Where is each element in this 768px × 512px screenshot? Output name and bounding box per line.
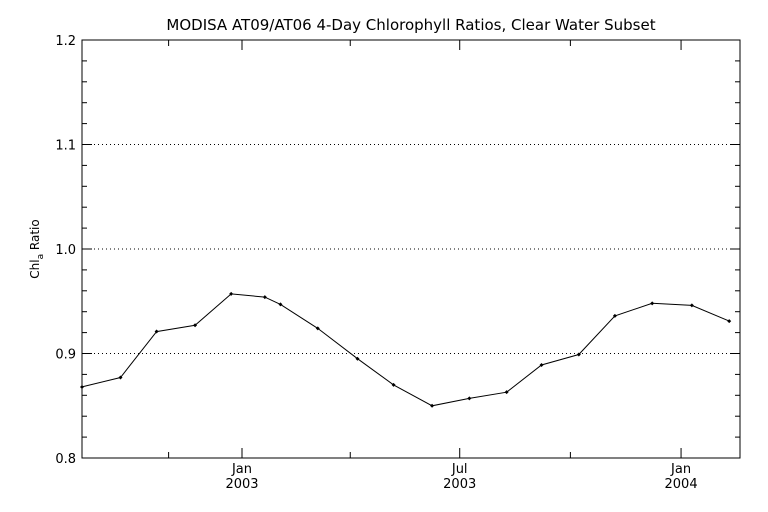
x-tick-label-year: 2003 xyxy=(443,477,476,492)
x-tick-label-year: 2004 xyxy=(665,477,698,492)
data-point xyxy=(576,352,581,357)
data-point xyxy=(278,302,283,307)
x-tick-label-year: 2003 xyxy=(225,477,258,492)
y-tick-label: 1.1 xyxy=(55,139,76,154)
series-line xyxy=(81,293,730,407)
data-point xyxy=(650,301,655,306)
data-point xyxy=(154,329,159,334)
gridlines xyxy=(82,144,740,354)
data-point xyxy=(504,390,509,395)
series-group xyxy=(80,291,732,408)
data-point xyxy=(430,403,435,408)
data-point xyxy=(467,396,472,401)
data-point xyxy=(539,362,544,367)
data-point xyxy=(612,313,617,318)
data-point xyxy=(80,384,84,389)
x-tick-label-month: Jan xyxy=(670,462,691,477)
data-point xyxy=(193,323,198,328)
y-axis-label-subscript: a xyxy=(36,254,46,260)
y-tick-label: 0.9 xyxy=(55,348,76,363)
x-tick-label-month: Jul xyxy=(451,462,468,477)
data-point xyxy=(689,303,694,308)
chart-title: MODISA AT09/AT06 4-Day Chlorophyll Ratio… xyxy=(166,16,655,34)
data-point xyxy=(391,382,396,387)
data-point xyxy=(118,375,123,380)
y-axis-ticks: 0.8 0.9 1.0 1.1 1.2 xyxy=(55,34,740,467)
y-axis-label: Chla Ratio xyxy=(28,219,46,278)
data-point xyxy=(262,295,267,300)
data-point xyxy=(355,356,360,361)
data-point xyxy=(727,319,732,324)
y-tick-label: 1.2 xyxy=(55,34,76,49)
data-point xyxy=(315,326,320,331)
x-tick-label-month: Jan xyxy=(231,462,252,477)
data-point xyxy=(229,291,234,296)
y-tick-label: 0.8 xyxy=(55,452,76,467)
y-axis-label-main: Chl xyxy=(28,259,42,278)
y-axis-label-rest: Ratio xyxy=(28,219,42,254)
y-tick-label: 1.0 xyxy=(55,243,76,258)
